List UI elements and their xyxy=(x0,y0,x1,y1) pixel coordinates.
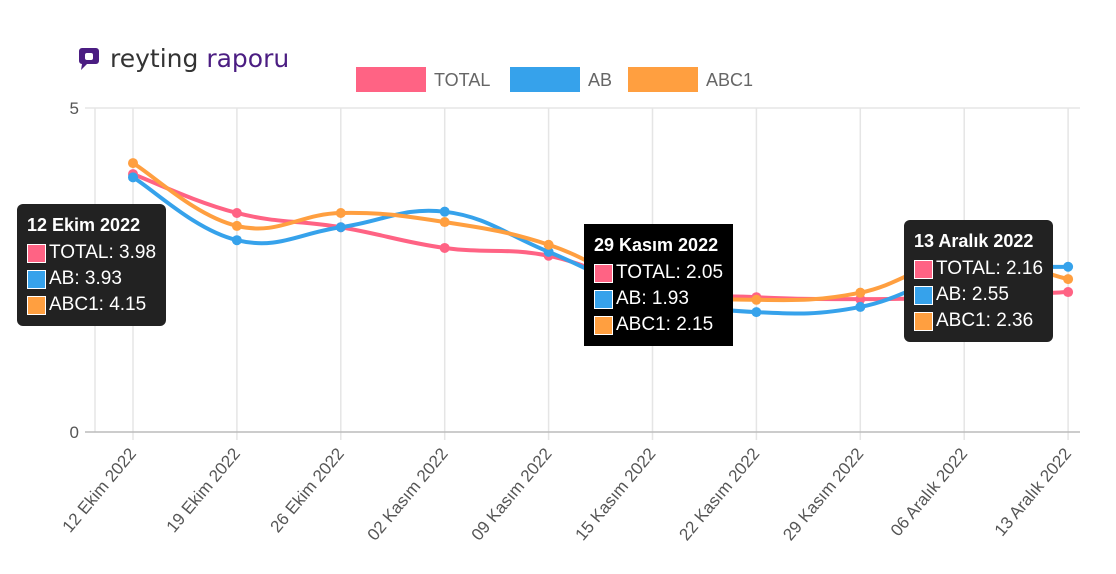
tooltip-row: ABC1: 2.36 xyxy=(914,308,1043,334)
x-tick-label: 26 Ekim 2022 xyxy=(266,444,347,536)
x-tick-label: 19 Ekim 2022 xyxy=(163,444,244,536)
x-tick-label: 13 Aralık 2022 xyxy=(991,444,1075,539)
data-point-abc1 xyxy=(855,287,866,298)
data-point-abc1 xyxy=(231,220,242,231)
tooltip-row: TOTAL: 3.98 xyxy=(27,240,156,266)
logo: reyting raporu xyxy=(78,44,289,73)
y-tick-label: 0 xyxy=(70,423,79,442)
tooltip-value: TOTAL: 2.16 xyxy=(936,258,1044,279)
tooltip-title: 12 Ekim 2022 xyxy=(27,215,141,235)
data-point-total xyxy=(439,242,450,253)
data-point-abc1 xyxy=(128,158,138,169)
tooltip-value: ABC1: 2.36 xyxy=(936,310,1034,331)
tooltip-row: ABC1: 4.15 xyxy=(27,292,156,318)
x-tick-label: 12 Ekim 2022 xyxy=(59,444,140,536)
tooltip: 29 Kasım 2022 TOTAL: 2.05 AB: 1.93 ABC1: 2.… xyxy=(584,224,734,346)
data-point-ab xyxy=(335,222,346,233)
tooltip-row: AB: 3.93 xyxy=(27,266,156,292)
data-point-ab xyxy=(1063,261,1074,272)
legend-swatch-total xyxy=(356,67,426,92)
tooltip-value: TOTAL: 3.98 xyxy=(49,242,157,263)
logo-word-1: reyting xyxy=(110,44,199,73)
tooltip-row: AB: 1.93 xyxy=(594,286,723,312)
legend-label-ab: AB xyxy=(588,70,612,90)
legend-swatch-abc1 xyxy=(628,67,698,92)
data-point-ab xyxy=(439,206,450,217)
data-point-ab xyxy=(751,307,762,318)
tooltip-swatch xyxy=(27,295,46,315)
tooltip-value: ABC1: 2.15 xyxy=(616,314,714,335)
tooltip-value: AB: 3.93 xyxy=(49,268,122,289)
tooltip-value: TOTAL: 2.05 xyxy=(616,262,724,283)
tooltip-value: ABC1: 4.15 xyxy=(49,294,147,315)
x-tick-label: 15 Kasım 2022 xyxy=(572,444,660,544)
legend-swatch-ab xyxy=(510,67,580,92)
tooltip: 13 Aralık 2022 TOTAL: 2.16 AB: 2.55 ABC1: 2… xyxy=(904,220,1054,342)
tooltip-swatch xyxy=(27,243,46,263)
y-tick-label: 5 xyxy=(70,99,79,118)
x-tick-label: 02 Kasım 2022 xyxy=(364,444,452,544)
tooltip-row: AB: 2.55 xyxy=(914,282,1043,308)
chat-bubble-icon xyxy=(79,47,99,70)
data-point-ab xyxy=(128,172,138,183)
data-point-abc1 xyxy=(543,239,554,250)
data-point-ab xyxy=(231,235,242,246)
logo-word-2: raporu xyxy=(206,44,290,73)
legend-label-abc1: ABC1 xyxy=(706,70,753,90)
tooltip-row: TOTAL: 2.05 xyxy=(594,260,723,286)
tooltip-title: 29 Kasım 2022 xyxy=(594,235,719,255)
tooltip-row: ABC1: 2.15 xyxy=(594,312,723,338)
tooltip-swatch xyxy=(914,311,933,331)
tooltip-swatch xyxy=(914,285,933,305)
x-tick-label: 22 Kasım 2022 xyxy=(675,444,763,544)
tooltip-title: 13 Aralık 2022 xyxy=(914,231,1034,251)
x-tick-label: 09 Kasım 2022 xyxy=(468,444,556,544)
data-point-abc1 xyxy=(1063,274,1074,285)
data-point-ab xyxy=(543,246,554,257)
legend-label-total: TOTAL xyxy=(434,70,490,90)
data-point-total xyxy=(231,207,242,218)
data-point-abc1 xyxy=(439,217,450,228)
tooltip-swatch xyxy=(594,315,613,335)
data-point-abc1 xyxy=(751,294,762,305)
logo-text: reyting raporu xyxy=(110,44,289,73)
tooltip: 12 Ekim 2022 TOTAL: 3.98 AB: 3.93 ABC1: 4.1… xyxy=(17,204,167,326)
tooltip-value: AB: 2.55 xyxy=(936,284,1009,305)
tooltip-swatch xyxy=(594,263,613,283)
tooltip-swatch xyxy=(594,289,613,309)
tooltip-swatch xyxy=(27,269,46,289)
data-point-ab xyxy=(855,301,866,312)
data-point-total xyxy=(1063,287,1074,298)
tooltip-row: TOTAL: 2.16 xyxy=(914,256,1043,282)
data-point-abc1 xyxy=(335,207,346,218)
x-tick-label: 06 Aralık 2022 xyxy=(887,444,971,539)
tooltip-swatch xyxy=(914,259,933,279)
tooltip-value: AB: 1.93 xyxy=(616,288,689,309)
x-tick-label: 29 Kasım 2022 xyxy=(779,444,867,544)
